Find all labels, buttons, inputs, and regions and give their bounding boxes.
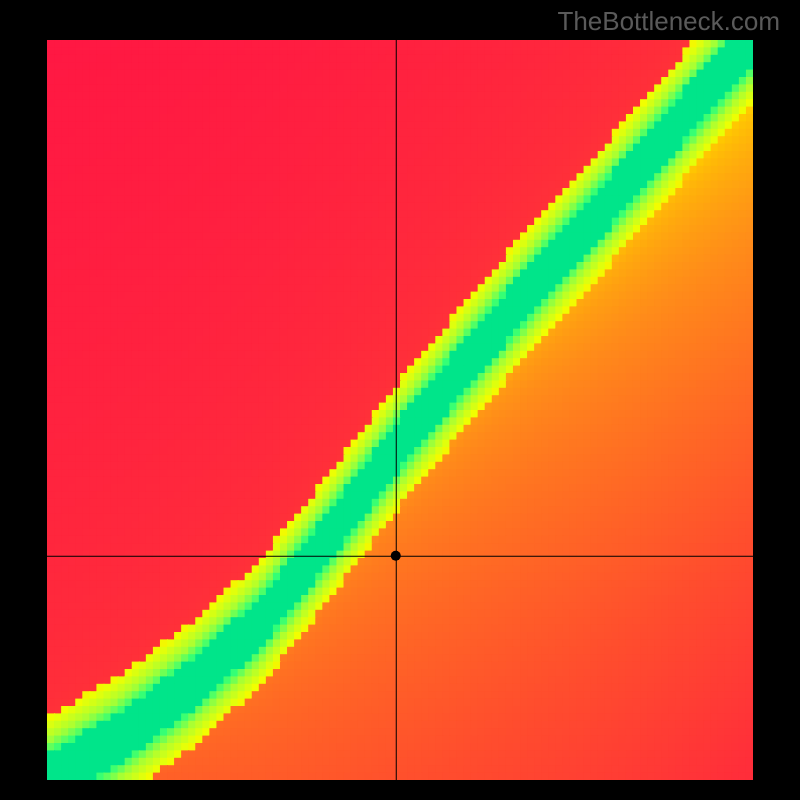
chart-container: TheBottleneck.com xyxy=(0,0,800,800)
watermark-text: TheBottleneck.com xyxy=(557,6,780,37)
heatmap-canvas xyxy=(47,40,753,780)
